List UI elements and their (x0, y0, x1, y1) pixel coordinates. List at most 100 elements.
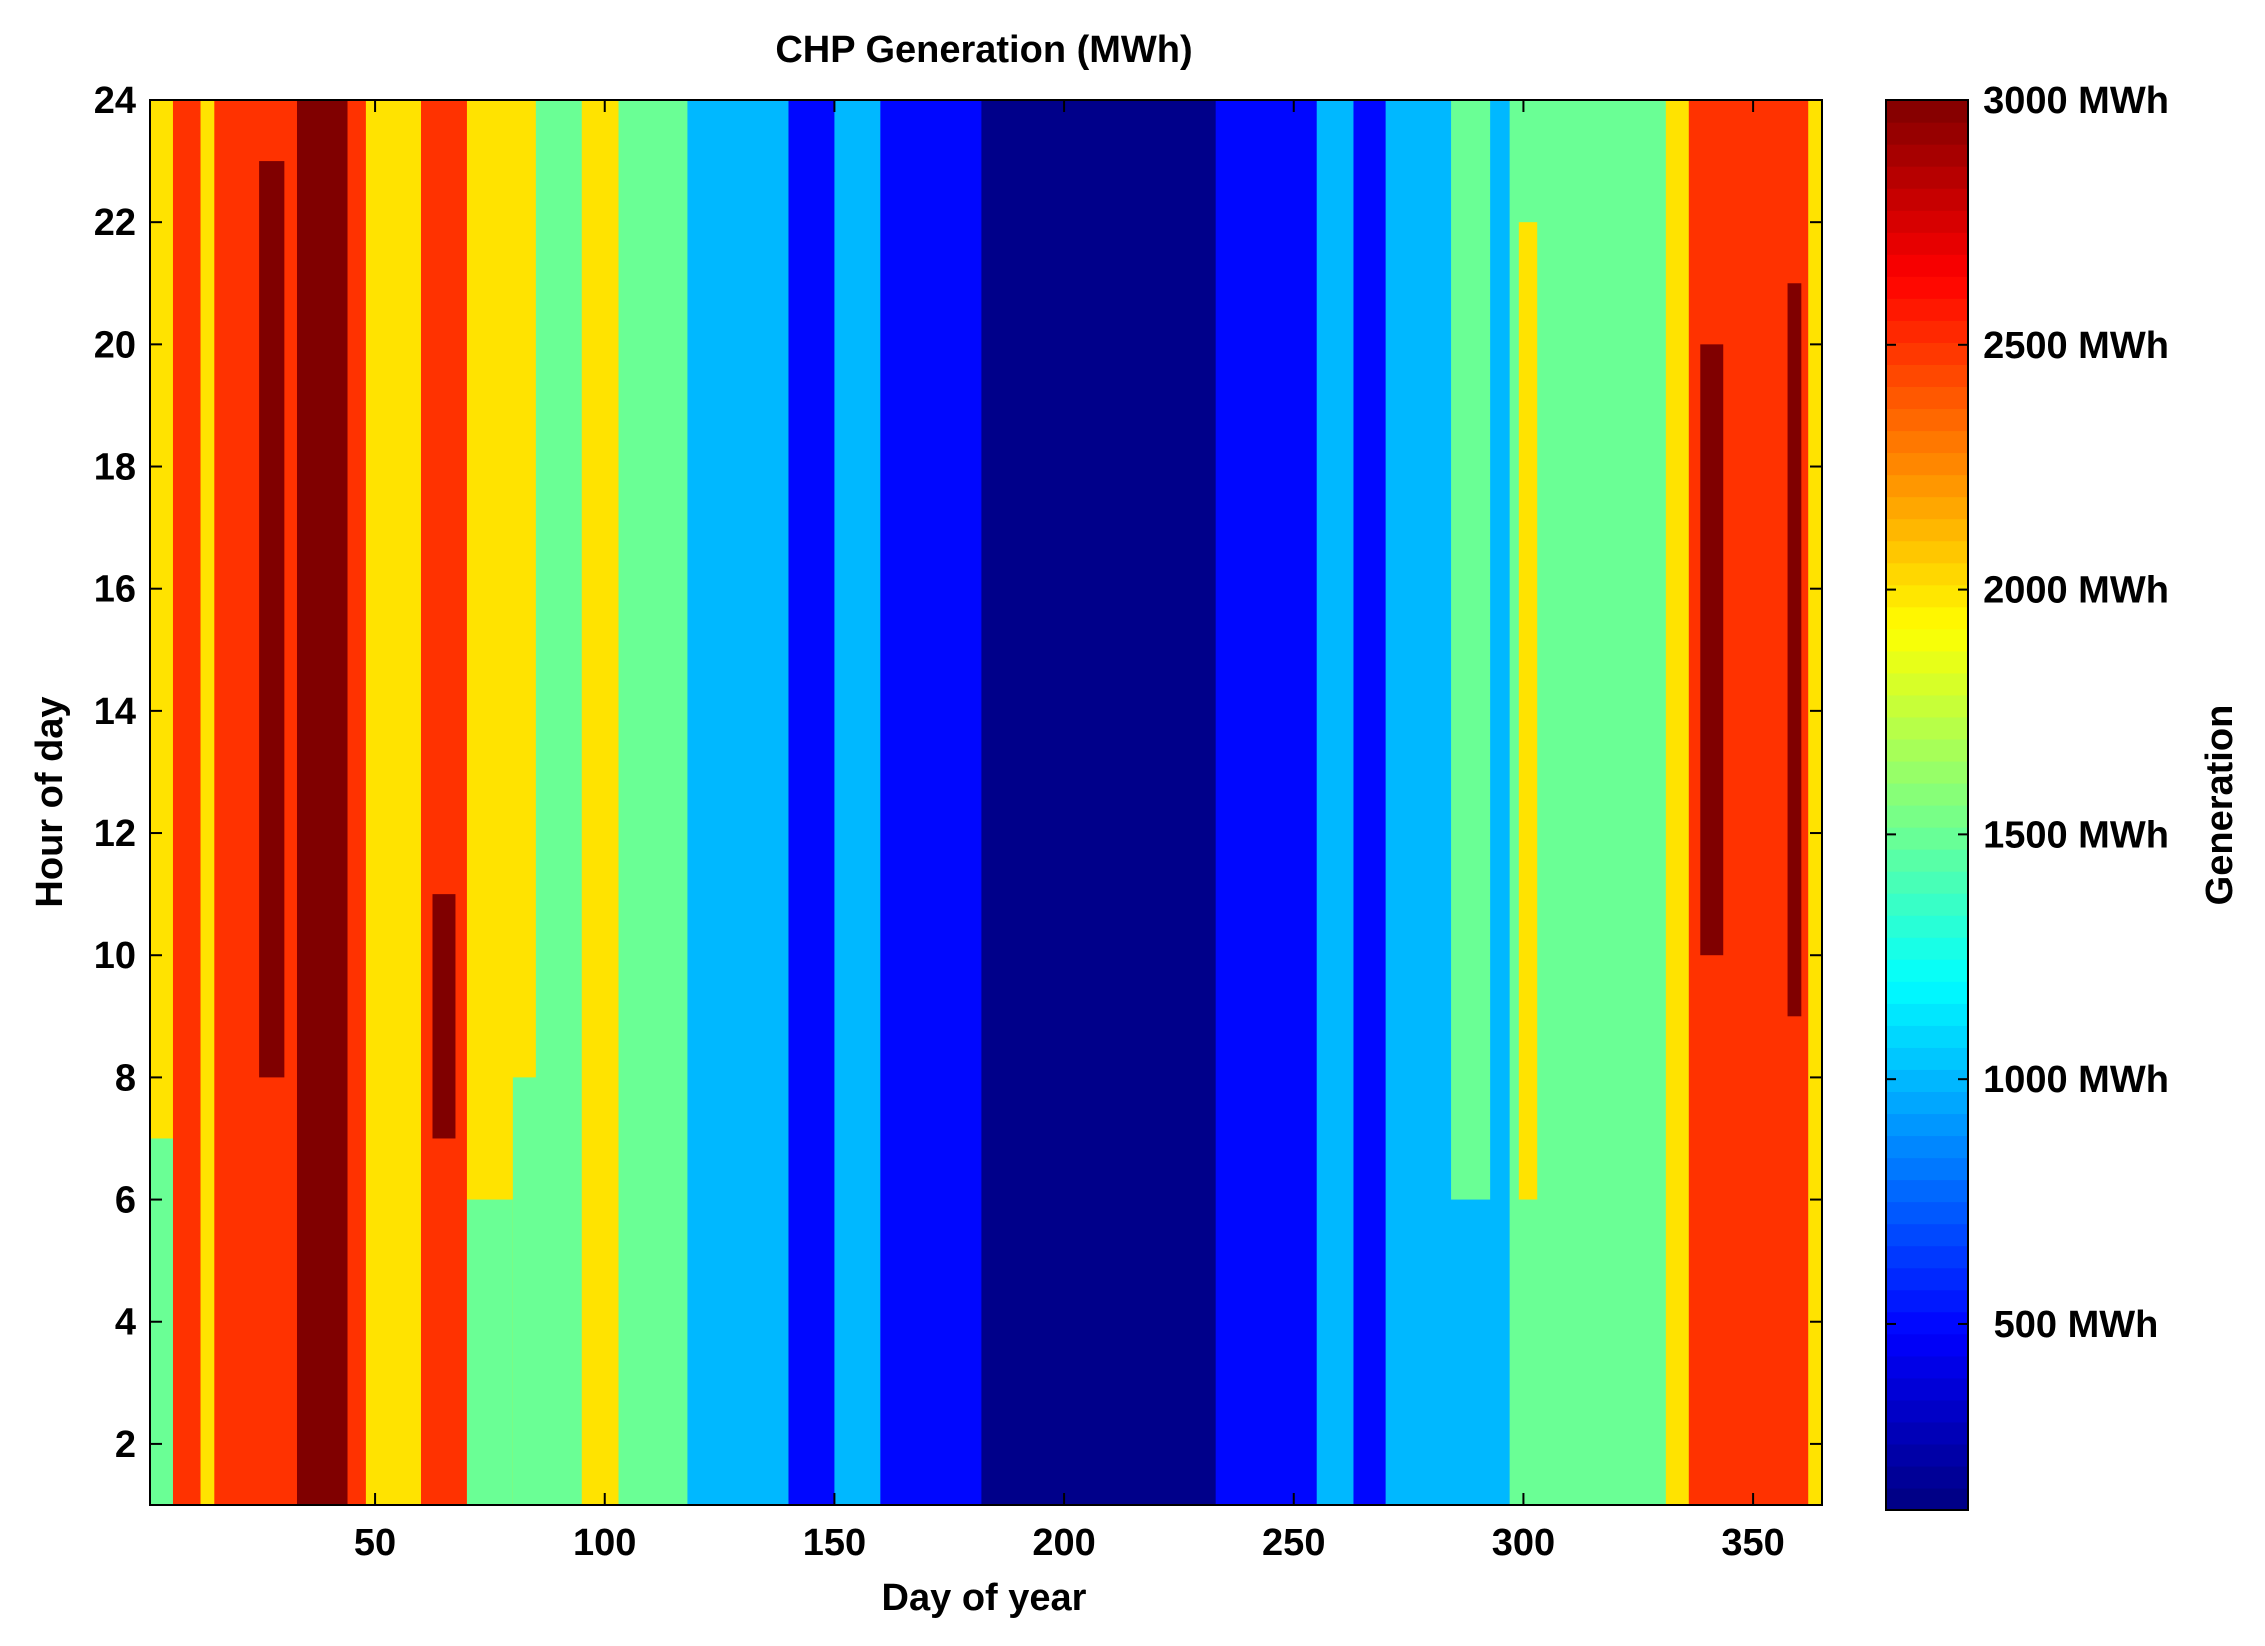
colorbar-step (1886, 518, 1968, 542)
colorbar-step (1886, 1113, 1968, 1137)
colorbar-step (1886, 871, 1968, 894)
colorbar-step (1886, 760, 1968, 784)
colorbar-tick-label: 500 MWh (1994, 1304, 2159, 1346)
heatmap-cell (581, 100, 620, 1505)
colorbar-step (1886, 408, 1968, 432)
y-tick-label: 16 (94, 569, 136, 611)
x-axis: 50 100 150 200 250 300 350 (354, 100, 1785, 1564)
colorbar-step (1886, 540, 1968, 564)
heatmap-cell (1546, 100, 1667, 1505)
colorbar-step (1886, 716, 1968, 740)
heatmap-cell (512, 1077, 537, 1505)
colorbar-step (1886, 122, 1968, 145)
colorbar-step (1886, 1399, 1968, 1423)
heatmap-cell (200, 100, 215, 1505)
colorbar-step (1886, 584, 1968, 608)
x-tick-label: 150 (803, 1522, 866, 1564)
heatmap-cell (1518, 222, 1538, 1200)
colorbar-step (1886, 320, 1968, 343)
colorbar-step (1886, 694, 1968, 718)
colorbar-step (1886, 254, 1968, 277)
colorbar-step (1886, 1421, 1968, 1445)
heatmap-cell (365, 100, 422, 1505)
colorbar-tick-label: 1000 MWh (1983, 1059, 2169, 1101)
y-tick-label: 12 (94, 813, 136, 855)
colorbar-step (1886, 1135, 1968, 1159)
y-tick-label: 20 (94, 324, 136, 366)
heatmap-cell (535, 100, 583, 1505)
colorbar-step (1886, 1289, 1968, 1313)
colorbar-step (1886, 386, 1968, 410)
heatmap-cell (1808, 100, 1823, 1505)
colorbar-step (1886, 1487, 1968, 1511)
colorbar-step (1886, 650, 1968, 674)
colorbar-step (1886, 144, 1968, 167)
colorbar-step (1886, 1333, 1968, 1357)
heatmap-cell (981, 100, 1217, 1505)
colorbar-step (1886, 1179, 1968, 1203)
colorbar-step (1886, 1311, 1968, 1335)
x-tick-label: 300 (1492, 1522, 1555, 1564)
heatmap-cell (214, 100, 248, 1505)
colorbar-step (1886, 188, 1968, 211)
colorbar-step (1886, 1465, 1968, 1489)
heatmap-cell (172, 100, 202, 1505)
colorbar-tick-label: 2500 MWh (1983, 325, 2169, 367)
colorbar-step (1886, 937, 1968, 960)
heatmap-cell (1451, 100, 1491, 1200)
heatmap-cell (466, 1199, 514, 1505)
colorbar-step (1886, 1377, 1968, 1401)
x-tick-label: 100 (573, 1522, 636, 1564)
colorbar-step (1886, 893, 1968, 916)
heatmap-cell (618, 100, 689, 1505)
y-axis-label: Hour of day (29, 696, 71, 907)
x-tick-label: 350 (1721, 1522, 1784, 1564)
colorbar-step (1886, 1443, 1968, 1467)
colorbar-step (1886, 915, 1968, 938)
colorbar-step (1886, 672, 1968, 696)
colorbar-step (1886, 1201, 1968, 1225)
colorbar-frame (1885, 99, 1969, 1511)
x-tick-label: 50 (354, 1522, 396, 1564)
colorbar (1886, 100, 1968, 1511)
heatmap-cell (834, 100, 881, 1505)
chart-title: CHP Generation (MWh) (775, 29, 1192, 71)
colorbar-step (1886, 1091, 1968, 1115)
colorbar-step (1886, 1267, 1968, 1291)
heatmap-cell (421, 100, 468, 1505)
plot-area (150, 100, 1823, 1505)
y-tick-label: 8 (115, 1057, 136, 1099)
y-tick-label: 18 (94, 447, 136, 489)
colorbar-step (1886, 959, 1968, 982)
heatmap-cell (259, 161, 285, 1078)
x-axis-label: Day of year (882, 1577, 1087, 1619)
colorbar-tick-label: 3000 MWh (1983, 80, 2169, 122)
heatmap-cell (687, 100, 790, 1505)
colorbar-tick-label: 1500 MWh (1983, 814, 2169, 856)
heatmap-cell (788, 100, 836, 1505)
heatmap-cell (432, 894, 456, 1139)
x-tick-label: 250 (1262, 1522, 1325, 1564)
y-tick-label: 24 (94, 80, 136, 122)
colorbar-label: Generation (2199, 705, 2241, 906)
colorbar-step (1886, 827, 1968, 850)
colorbar-step (1886, 782, 1968, 806)
colorbar-step (1886, 342, 1968, 365)
colorbar-step (1886, 981, 1968, 1004)
colorbar-step (1886, 738, 1968, 762)
y-tick-label: 14 (94, 691, 136, 733)
plot-frame (149, 99, 1823, 1506)
colorbar-step (1886, 1025, 1968, 1048)
colorbar-step (1886, 1003, 1968, 1026)
colorbar-step (1886, 1047, 1968, 1070)
colorbar-step (1886, 276, 1968, 299)
colorbar-step (1886, 496, 1968, 520)
y-tick-label: 6 (115, 1180, 136, 1222)
heatmap-cell (1215, 100, 1318, 1505)
y-tick-label: 4 (115, 1302, 136, 1344)
colorbar-step (1886, 562, 1968, 586)
colorbar-tick-label: 2000 MWh (1983, 570, 2169, 612)
y-tick-label: 22 (94, 202, 136, 244)
colorbar-step (1886, 232, 1968, 255)
